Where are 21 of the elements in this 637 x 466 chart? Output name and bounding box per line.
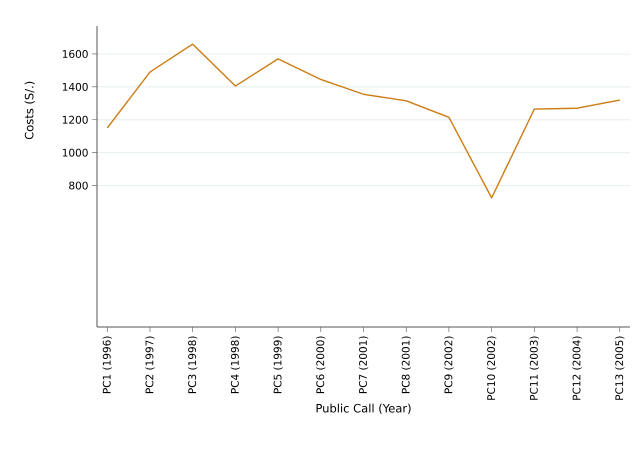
x-tick-label: PC3 (1998) (188, 336, 198, 394)
line-series (106, 43, 620, 199)
x-tick-label: PC4 (1998) (230, 336, 240, 394)
y-tick-label: 1600 (62, 50, 88, 58)
y-tick-label: 800 (69, 182, 88, 190)
x-tick-label: PC10 (2002) (486, 336, 496, 400)
x-tick-label: PC7 (2001) (358, 336, 368, 394)
y-tick-label: 1000 (62, 148, 88, 157)
x-tick-label: PC1 (1996) (102, 336, 112, 394)
x-tick-label: PC6 (2000) (316, 336, 326, 394)
y-tick-label: 1200 (62, 116, 88, 124)
x-tick-label: PC12 (2004) (572, 336, 582, 400)
x-tick-label: PC5 (1999) (273, 336, 283, 394)
y-axis-title: Costs (S/.) (24, 82, 35, 140)
x-axis-title: Public Call (Year) (316, 404, 411, 414)
x-tick-label: PC13 (2005) (615, 336, 624, 400)
y-tick-label: 1400 (62, 82, 88, 91)
x-tick-label: PC11 (2003) (530, 336, 540, 400)
x-tick-label: PC2 (1997) (145, 336, 155, 394)
x-tick-label: PC9 (2002) (444, 336, 454, 394)
x-tick-label: PC8 (2001) (402, 336, 411, 394)
